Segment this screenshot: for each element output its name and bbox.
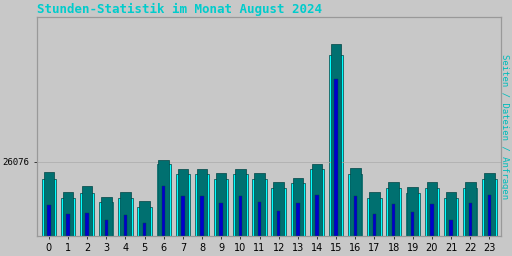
- Bar: [41, 179, 56, 236]
- Bar: [120, 192, 131, 236]
- Bar: [468, 203, 472, 236]
- Bar: [143, 223, 146, 236]
- Bar: [195, 174, 209, 236]
- Bar: [367, 198, 381, 236]
- Bar: [277, 211, 281, 236]
- Bar: [181, 196, 185, 236]
- Bar: [239, 196, 242, 236]
- Bar: [482, 179, 497, 236]
- Bar: [430, 204, 434, 236]
- Bar: [411, 212, 415, 236]
- Bar: [137, 207, 152, 236]
- Bar: [44, 172, 54, 236]
- Bar: [408, 187, 418, 236]
- Bar: [66, 214, 70, 236]
- Bar: [369, 192, 380, 236]
- Bar: [392, 204, 395, 236]
- Bar: [233, 174, 247, 236]
- Bar: [101, 197, 112, 236]
- Bar: [139, 201, 150, 236]
- Bar: [176, 174, 190, 236]
- Bar: [373, 214, 376, 236]
- Bar: [200, 196, 204, 236]
- Bar: [157, 164, 171, 236]
- Bar: [292, 178, 303, 236]
- Bar: [62, 192, 73, 236]
- Bar: [446, 192, 456, 236]
- Bar: [118, 198, 133, 236]
- Text: Stunden-Statistik im Monat August 2024: Stunden-Statistik im Monat August 2024: [37, 3, 322, 16]
- Bar: [463, 188, 477, 236]
- Bar: [484, 173, 495, 236]
- Bar: [252, 179, 267, 236]
- Bar: [61, 198, 75, 236]
- Bar: [406, 193, 420, 236]
- Bar: [315, 195, 318, 236]
- Bar: [80, 193, 94, 236]
- Bar: [158, 159, 169, 236]
- Bar: [425, 188, 439, 236]
- Bar: [254, 173, 265, 236]
- Bar: [47, 205, 51, 236]
- Bar: [214, 179, 228, 236]
- Bar: [354, 196, 357, 236]
- Bar: [310, 169, 324, 236]
- Bar: [258, 202, 261, 236]
- Bar: [82, 186, 92, 236]
- Bar: [450, 220, 453, 236]
- Bar: [99, 202, 114, 236]
- Bar: [197, 169, 207, 236]
- Bar: [312, 164, 322, 236]
- Bar: [487, 195, 491, 236]
- Bar: [296, 203, 300, 236]
- Bar: [273, 182, 284, 236]
- Bar: [388, 182, 399, 236]
- Bar: [216, 173, 226, 236]
- Bar: [465, 182, 476, 236]
- Bar: [86, 213, 89, 236]
- Bar: [271, 188, 286, 236]
- Bar: [124, 215, 127, 236]
- Bar: [162, 186, 165, 236]
- Bar: [235, 169, 246, 236]
- Y-axis label: Seiten / Dateien / Anfragen: Seiten / Dateien / Anfragen: [500, 54, 509, 199]
- Bar: [334, 79, 338, 236]
- Bar: [350, 168, 360, 236]
- Bar: [178, 169, 188, 236]
- Bar: [331, 44, 342, 236]
- Bar: [348, 174, 362, 236]
- Bar: [220, 203, 223, 236]
- Bar: [291, 183, 305, 236]
- Bar: [387, 188, 401, 236]
- Bar: [444, 198, 458, 236]
- Bar: [329, 55, 344, 236]
- Bar: [426, 182, 437, 236]
- Bar: [104, 220, 108, 236]
